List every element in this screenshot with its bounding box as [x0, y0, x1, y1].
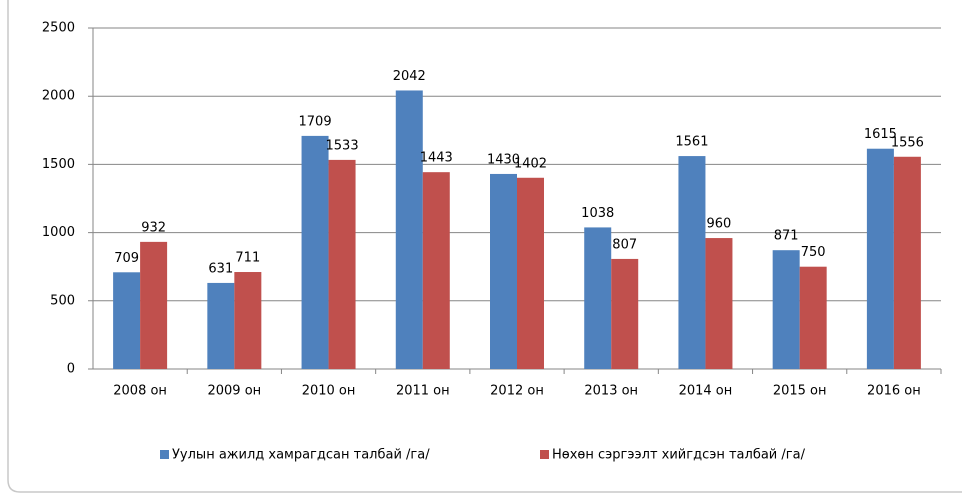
y-tick-label: 500 — [50, 293, 75, 308]
data-label: 711 — [235, 251, 260, 266]
legend-swatch — [540, 450, 549, 459]
data-label: 631 — [208, 261, 233, 276]
bar — [893, 156, 921, 369]
legend-swatch — [160, 450, 169, 459]
y-tick-label: 1000 — [42, 225, 75, 240]
bar — [207, 282, 235, 369]
bar — [395, 90, 423, 370]
x-tick-label: 2016 он — [867, 384, 921, 399]
bar — [772, 250, 800, 369]
data-label: 1556 — [891, 135, 924, 150]
x-tick-label: 2011 он — [396, 384, 450, 399]
data-label: 932 — [141, 220, 166, 235]
x-tick-label: 2014 он — [679, 384, 733, 399]
bar — [113, 272, 141, 369]
x-tick-label: 2008 он — [113, 384, 167, 399]
data-label: 1402 — [514, 156, 547, 171]
bar — [611, 258, 639, 369]
y-tick-label: 2000 — [42, 89, 75, 104]
data-label: 1615 — [864, 127, 897, 142]
bar — [678, 156, 706, 369]
legend-label: Уулын ажилд хамрагдсан талбай /га/ — [172, 448, 430, 463]
x-tick-label: 2010 он — [302, 384, 356, 399]
frame — [7, 0, 962, 493]
bar — [328, 159, 356, 369]
data-label: 750 — [801, 245, 826, 260]
bar — [301, 135, 329, 369]
data-label: 1709 — [299, 114, 332, 129]
y-tick-label: 2500 — [42, 21, 75, 36]
data-label: 871 — [774, 229, 799, 244]
data-label: 960 — [707, 217, 732, 232]
x-tick-label: 2009 он — [207, 384, 261, 399]
bar — [866, 148, 894, 369]
bar — [517, 177, 544, 369]
y-tick-label: 1500 — [42, 157, 75, 172]
bar — [584, 227, 612, 369]
x-tick-label: 2013 он — [584, 384, 638, 399]
bar — [799, 266, 827, 369]
x-tick-label: 2015 он — [773, 384, 827, 399]
data-label: 1430 — [487, 152, 520, 167]
legend-label: Нөхөн сэргээлт хийгдсэн талбай /га/ — [552, 448, 806, 463]
data-label: 1533 — [326, 138, 359, 153]
bar — [422, 172, 450, 369]
y-tick-label: 0 — [67, 362, 75, 377]
data-label: 1443 — [420, 151, 453, 166]
data-label: 2042 — [393, 69, 426, 84]
bar — [140, 241, 168, 369]
data-label: 1038 — [581, 206, 614, 221]
bar — [490, 173, 517, 369]
x-tick-label: 2012 он — [490, 384, 544, 399]
data-label: 709 — [114, 251, 139, 266]
bar — [234, 272, 262, 369]
data-label: 1561 — [675, 135, 708, 150]
bar — [705, 238, 733, 369]
data-label: 807 — [612, 237, 637, 252]
